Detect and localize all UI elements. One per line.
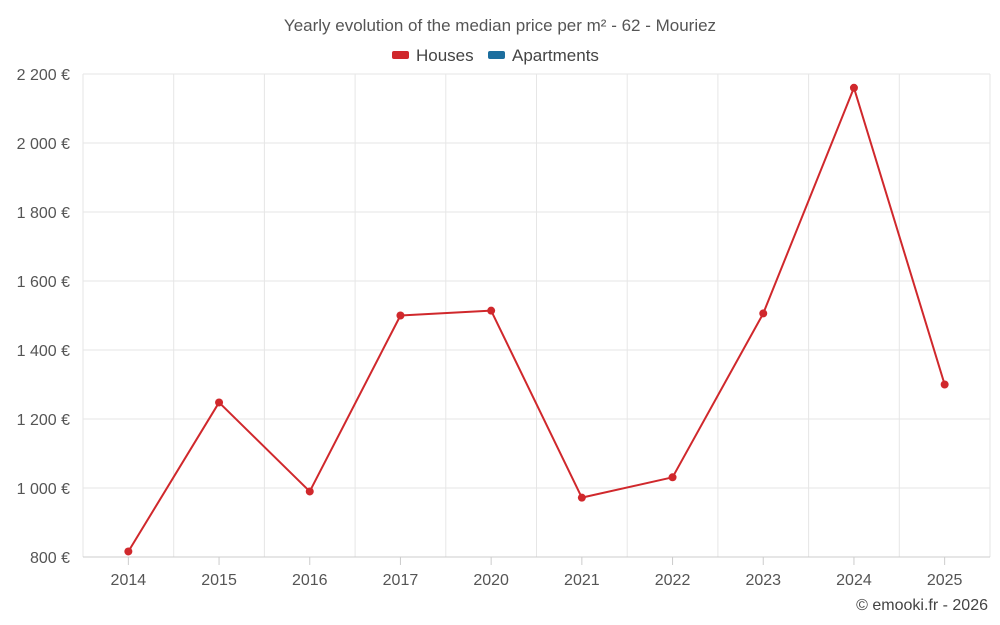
y-tick-label: 2 200 €: [17, 67, 70, 84]
data-point[interactable]: [215, 398, 224, 407]
series-line-houses: [127, 86, 946, 552]
credit-text: © emooki.fr - 2026: [856, 597, 988, 614]
data-point[interactable]: [759, 309, 768, 318]
x-tick-label: 2015: [201, 572, 237, 589]
legend: Houses Apartments: [392, 46, 599, 65]
y-tick-label: 1 800 €: [17, 205, 70, 222]
data-point[interactable]: [849, 83, 858, 92]
data-point[interactable]: [124, 547, 133, 556]
y-tick-label: 1 600 €: [17, 274, 70, 291]
y-tick-label: 800 €: [30, 550, 70, 567]
y-tick-label: 1 200 €: [17, 412, 70, 429]
data-point[interactable]: [668, 473, 677, 482]
legend-swatch-apartments: [488, 51, 505, 59]
x-tick-label: 2017: [383, 572, 419, 589]
x-tick-label: 2024: [836, 572, 872, 589]
gridlines: [82, 73, 991, 557]
legend-item-apartments[interactable]: Apartments: [488, 46, 599, 65]
legend-swatch-houses: [392, 51, 409, 59]
x-tick-label: 2023: [745, 572, 781, 589]
x-tick-label: 2014: [111, 572, 147, 589]
data-point[interactable]: [577, 493, 586, 502]
data-point[interactable]: [940, 380, 949, 389]
y-tick-label: 1 000 €: [17, 481, 70, 498]
y-axis: 800 € 1 000 € 1 200 € 1 400 € 1 600 € 1 800 €…: [17, 67, 70, 567]
x-tick-label: 2025: [927, 572, 963, 589]
x-tick-label: 2022: [655, 572, 691, 589]
x-tick-label: 2021: [564, 572, 600, 589]
x-tick-label: 2020: [473, 572, 509, 589]
data-point[interactable]: [305, 487, 314, 496]
y-tick-label: 2 000 €: [17, 136, 70, 153]
chart-title: Yearly evolution of the median price per…: [284, 16, 716, 35]
x-tick-label: 2016: [292, 572, 328, 589]
x-axis: 2014 2015 2016 2017 2020 2021 2022 2023 2024 2025: [83, 556, 990, 589]
legend-label-apartments: Apartments: [512, 46, 599, 65]
data-point[interactable]: [487, 306, 496, 315]
legend-item-houses[interactable]: Houses: [392, 46, 474, 65]
legend-label-houses: Houses: [416, 46, 474, 65]
data-point[interactable]: [396, 311, 405, 320]
y-tick-label: 1 400 €: [17, 343, 70, 360]
series-houses: [124, 83, 949, 556]
